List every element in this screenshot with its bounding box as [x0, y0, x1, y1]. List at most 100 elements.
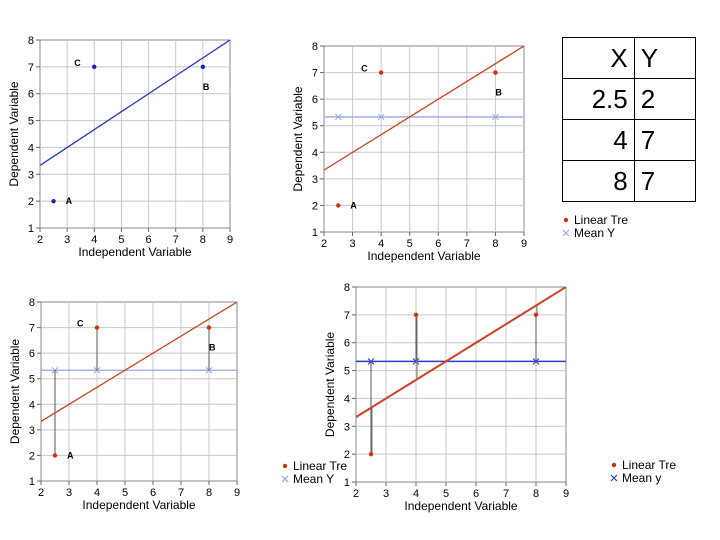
- y-tick-label: 1: [344, 477, 350, 489]
- point-label: A: [67, 450, 74, 460]
- y-tick-label: 2: [344, 449, 350, 461]
- mean-marker: [412, 358, 420, 365]
- y-tick-label: 7: [29, 323, 35, 335]
- y-tick-label: 5: [29, 374, 35, 386]
- y-tick-label: 1: [312, 227, 318, 239]
- data-point: [413, 312, 419, 318]
- point-label: C: [77, 319, 84, 329]
- trend-line: [41, 302, 237, 422]
- data-point: [94, 325, 100, 330]
- table-cell-x: 4: [562, 119, 635, 161]
- x-tick-label: 2: [321, 238, 327, 250]
- mean-marker: [532, 358, 540, 365]
- data-point: [206, 325, 212, 330]
- y-axis-label: Dependent Variable: [291, 86, 305, 192]
- x-tick-label: 6: [150, 487, 156, 499]
- y-tick-label: 5: [28, 116, 34, 128]
- x-tick-label: 2: [37, 234, 43, 246]
- data-point: [52, 453, 58, 458]
- data-point: [51, 198, 56, 204]
- x-tick-label: 7: [503, 488, 509, 500]
- y-tick-label: 3: [344, 421, 350, 433]
- x-tick-label: 5: [443, 488, 449, 500]
- x-tick-label: 5: [407, 238, 413, 250]
- legend-label-mean: Mean y: [622, 471, 661, 485]
- legend-label-trend: Linear Tre: [293, 459, 347, 473]
- y-tick-label: 5: [312, 121, 318, 133]
- data-point: [200, 64, 206, 70]
- x-tick-label: 8: [206, 487, 212, 499]
- legend-label-trend: Linear Tre: [574, 213, 628, 227]
- mean-marker: [93, 366, 101, 374]
- data-point: [493, 70, 498, 75]
- y-axis-label: Dependent Variable: [7, 81, 21, 187]
- y-tick-label: 7: [344, 310, 350, 322]
- legend-label-mean: Mean Y: [293, 472, 334, 486]
- y-tick-label: 2: [29, 450, 35, 462]
- y-tick-label: 8: [29, 297, 35, 309]
- point-label: C: [361, 64, 368, 74]
- point-label: B: [209, 343, 216, 353]
- x-tick-label: 2: [353, 488, 359, 500]
- table-cell-x: 8: [562, 160, 635, 202]
- y-tick-label: 1: [28, 223, 34, 235]
- y-tick-label: 3: [28, 169, 34, 181]
- y-tick-label: 4: [344, 393, 350, 405]
- data-point: [533, 312, 539, 318]
- legend-swatch-mean: [562, 229, 570, 237]
- legend-label-mean: Mean Y: [574, 226, 615, 240]
- point-label: A: [66, 196, 73, 206]
- x-axis-label: Independent Variable: [78, 245, 192, 259]
- y-tick-label: 8: [312, 41, 318, 53]
- y-tick-label: 4: [29, 399, 35, 411]
- legend-swatch-trend: [282, 463, 288, 469]
- x-tick-label: 5: [122, 487, 128, 499]
- y-axis-label: Dependent Variable: [8, 339, 22, 445]
- y-tick-label: 8: [28, 35, 34, 47]
- y-tick-label: 5: [344, 366, 350, 378]
- point-label: A: [350, 200, 357, 210]
- mean-marker: [334, 113, 342, 121]
- y-tick-label: 3: [29, 425, 35, 437]
- x-tick-label: 2: [38, 487, 44, 499]
- x-tick-label: 8: [492, 238, 498, 250]
- data-point: [368, 451, 374, 457]
- y-tick-label: 6: [28, 89, 34, 101]
- y-tick-label: 2: [312, 200, 318, 212]
- x-tick-label: 3: [64, 234, 70, 246]
- x-tick-label: 9: [563, 488, 569, 500]
- y-tick-label: 8: [344, 282, 350, 294]
- x-tick-label: 5: [118, 234, 124, 246]
- table-cell-y: 2: [633, 78, 697, 120]
- data-point: [336, 203, 341, 208]
- x-tick-label: 8: [533, 488, 539, 500]
- x-tick-label: 7: [178, 487, 184, 499]
- table-row: 2.5 2: [562, 78, 697, 120]
- plot-area: [40, 301, 238, 482]
- y-tick-label: 4: [28, 142, 34, 154]
- x-tick-label: 3: [66, 487, 72, 499]
- x-tick-label: 6: [473, 488, 479, 500]
- y-tick-label: 6: [312, 94, 318, 106]
- legend-swatch-trend: [611, 462, 617, 468]
- mean-marker: [492, 113, 499, 121]
- legend-swatch-mean: [610, 474, 618, 482]
- table-header-y: Y: [633, 37, 697, 79]
- x-tick-label: 4: [91, 234, 97, 246]
- trend-line: [40, 40, 230, 166]
- table-row: 8 7: [562, 160, 697, 202]
- x-tick-label: 9: [234, 487, 240, 499]
- point-label: B: [203, 82, 210, 92]
- x-tick-label: 3: [383, 488, 389, 500]
- plot-area: [355, 286, 567, 483]
- x-tick-label: 4: [378, 238, 384, 250]
- mean-marker: [377, 113, 385, 121]
- x-axis-label: Independent Variable: [82, 498, 196, 512]
